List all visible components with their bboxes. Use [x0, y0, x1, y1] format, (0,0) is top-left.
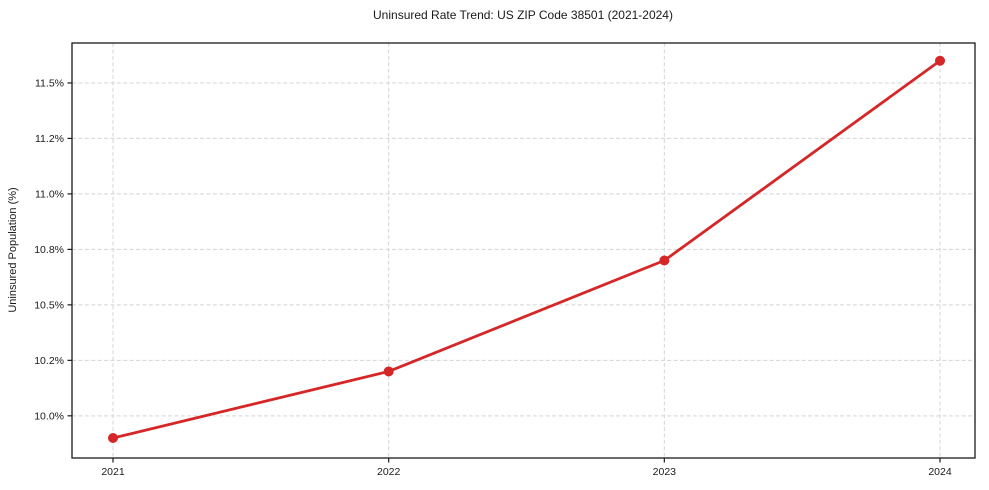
y-tick-label: 11.2% — [35, 133, 64, 145]
data-point-2023 — [659, 255, 670, 266]
x-tick-label: 2022 — [377, 466, 401, 478]
tick-labels: 10.0% 10.2% 10.5% 10.8% 11.0% 11.2% 11.5% 2021 2… — [34, 78, 952, 478]
y-tick-label: 10.2% — [34, 355, 64, 367]
y-tick-label: 11.5% — [35, 78, 64, 90]
y-tick-label: 10.8% — [34, 244, 64, 256]
plot-border — [71, 42, 976, 459]
gridlines — [72, 43, 975, 458]
x-tick-label: 2024 — [928, 466, 952, 478]
series-layer — [108, 55, 945, 444]
chart-title: Uninsured Rate Trend: US ZIP Code 38501 … — [373, 8, 673, 22]
trend-line — [112, 59, 941, 440]
axis-ticks — [67, 82, 941, 463]
data-point-2021 — [108, 433, 118, 444]
x-tick-label: 2023 — [653, 466, 677, 478]
x-tick-label: 2021 — [101, 466, 125, 478]
y-axis-label: Uninsured Population (%) — [7, 187, 19, 312]
y-tick-label: 10.0% — [34, 411, 64, 423]
y-tick-label: 11.0% — [35, 189, 64, 201]
data-point-2024 — [935, 55, 945, 66]
data-point-2022 — [383, 366, 394, 377]
y-tick-label: 10.5% — [34, 300, 64, 312]
